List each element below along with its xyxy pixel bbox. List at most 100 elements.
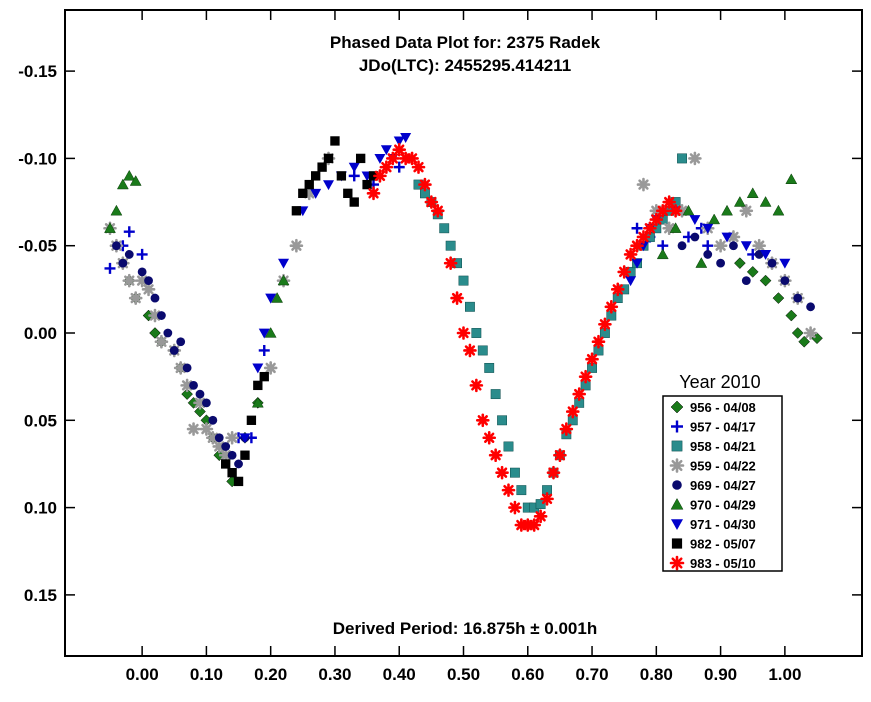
- data-point: [374, 154, 386, 164]
- series-969: [112, 232, 815, 469]
- data-point: [703, 250, 713, 259]
- data-point: [443, 256, 458, 270]
- data-point: [439, 223, 450, 234]
- data-point: [189, 380, 198, 390]
- legend-box: [662, 395, 783, 572]
- legend-label: 957 - 04/17: [690, 420, 756, 435]
- y-tick-label: -0.10: [18, 149, 57, 168]
- data-point: [122, 273, 137, 288]
- data-point: [135, 273, 149, 288]
- chart-subtitle: JDo(LTC): 2455295.414211: [359, 56, 571, 75]
- data-point: [471, 328, 482, 338]
- data-point: [677, 241, 687, 251]
- data-point: [733, 196, 746, 207]
- data-point: [643, 221, 657, 236]
- data-point: [636, 177, 651, 192]
- data-point: [484, 362, 495, 373]
- data-point: [495, 465, 509, 480]
- data-point: [225, 430, 239, 445]
- data-point: [221, 459, 231, 469]
- x-tick-label: 0.60: [511, 665, 544, 684]
- legend-marker: [669, 555, 685, 571]
- data-point: [806, 302, 815, 312]
- data-point: [668, 203, 683, 218]
- data-point: [163, 328, 173, 338]
- data-point: [501, 483, 516, 497]
- data-point: [246, 415, 257, 425]
- data-point: [298, 188, 308, 198]
- data-point: [349, 197, 359, 207]
- data-point: [176, 337, 186, 347]
- data-point: [598, 317, 612, 332]
- data-point: [740, 241, 752, 252]
- data-point: [533, 509, 548, 524]
- data-point: [195, 389, 205, 399]
- data-point: [336, 171, 347, 181]
- data-point: [258, 328, 270, 339]
- data-point: [721, 232, 733, 243]
- data-point: [689, 215, 701, 226]
- data-point: [445, 240, 456, 251]
- data-point: [469, 378, 484, 393]
- data-point: [760, 250, 772, 260]
- data-point: [746, 266, 759, 278]
- data-point: [400, 133, 412, 143]
- data-point: [591, 334, 606, 349]
- data-point: [157, 311, 166, 320]
- data-point: [565, 404, 580, 419]
- data-point: [137, 267, 147, 277]
- data-point: [578, 369, 593, 384]
- data-point: [385, 151, 400, 166]
- x-tick-label: 0.90: [704, 665, 737, 684]
- data-point: [181, 388, 193, 400]
- data-point: [149, 327, 161, 339]
- data-point: [702, 223, 714, 234]
- data-point: [141, 282, 156, 297]
- data-point: [206, 430, 220, 445]
- data-point: [503, 441, 514, 452]
- data-point: [144, 276, 153, 286]
- data-point: [123, 169, 136, 181]
- data-point: [631, 258, 643, 269]
- data-point: [362, 179, 372, 190]
- data-point: [227, 450, 237, 460]
- x-tick-label: 0.00: [126, 665, 159, 684]
- data-point: [716, 258, 725, 268]
- data-point: [202, 398, 211, 408]
- data-point: [253, 380, 263, 391]
- data-point: [463, 343, 477, 358]
- data-point: [411, 160, 426, 174]
- y-tick-label: -0.15: [18, 62, 57, 81]
- legend-marker: [669, 458, 685, 473]
- data-point: [509, 467, 520, 478]
- data-point: [169, 346, 179, 355]
- data-point: [218, 448, 233, 463]
- legend-label: 969 - 04/27: [690, 478, 756, 493]
- data-point: [233, 476, 244, 487]
- legend-marker: [670, 497, 684, 510]
- legend-marker: [671, 420, 683, 433]
- data-point: [631, 222, 643, 234]
- data-point: [234, 459, 243, 469]
- chart-title: Phased Data Plot for: 2375 Radek: [330, 33, 601, 52]
- legend-marker: [670, 400, 684, 414]
- data-point: [291, 206, 302, 216]
- data-point: [258, 344, 270, 356]
- data-point: [655, 203, 670, 218]
- legend-label: 983 - 05/10: [690, 556, 756, 571]
- data-point: [199, 422, 214, 436]
- data-point: [355, 153, 366, 164]
- data-point: [116, 178, 129, 190]
- derived-period-label: Derived Period: 16.875h ± 0.001h: [333, 619, 597, 638]
- data-point: [418, 177, 432, 192]
- data-point: [516, 485, 527, 496]
- data-point: [302, 186, 317, 201]
- data-point: [682, 204, 695, 216]
- data-point: [263, 361, 278, 375]
- data-point: [759, 274, 772, 287]
- data-point: [271, 292, 284, 303]
- data-point: [488, 448, 503, 463]
- data-point: [688, 151, 702, 166]
- data-point: [221, 442, 231, 451]
- x-tick-label: 0.20: [254, 665, 287, 684]
